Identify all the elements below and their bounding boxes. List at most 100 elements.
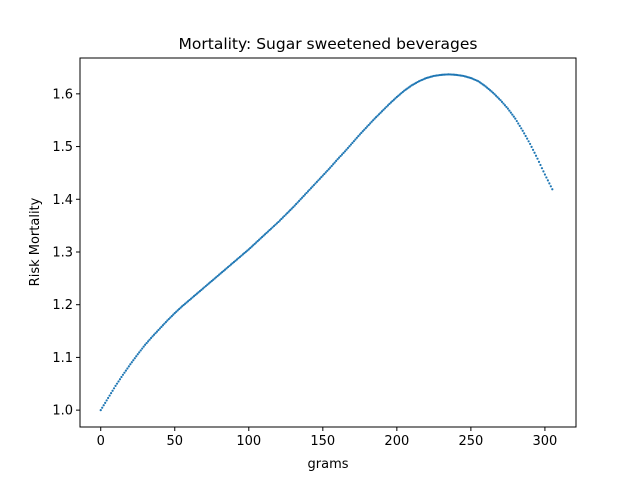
y-tick-label: 1.2	[52, 298, 73, 313]
data-point	[104, 401, 107, 404]
data-point	[338, 156, 341, 159]
data-point	[269, 227, 273, 230]
data-point	[534, 154, 538, 157]
data-point	[493, 93, 496, 96]
data-point	[158, 327, 162, 330]
data-point	[508, 109, 511, 112]
data-point	[185, 301, 188, 304]
data-point	[363, 128, 366, 131]
data-point	[497, 97, 501, 100]
data-point	[163, 322, 166, 325]
data-point	[336, 158, 339, 161]
data-point	[117, 380, 120, 383]
data-point	[210, 279, 213, 283]
data-point	[138, 351, 141, 354]
plot-frame	[79, 57, 577, 428]
data-point	[111, 389, 114, 392]
y-tick-label: 1.4	[52, 193, 73, 208]
x-tick-label: 300	[532, 434, 557, 449]
data-point	[268, 229, 271, 232]
data-point	[397, 94, 400, 97]
x-tick-label: 250	[458, 434, 483, 449]
data-point	[358, 133, 361, 136]
data-point	[160, 325, 163, 328]
data-point	[318, 177, 321, 180]
data-point	[517, 122, 520, 125]
data-point	[512, 115, 515, 118]
data-point	[133, 357, 136, 360]
data-point	[141, 347, 144, 350]
data-point	[121, 373, 125, 376]
data-point	[533, 151, 536, 154]
data-point	[306, 190, 310, 193]
data-point	[346, 146, 350, 150]
chart-title: Mortality: Sugar sweetened beverages	[179, 35, 478, 53]
data-point	[281, 216, 284, 219]
data-point	[388, 102, 391, 105]
data-point	[379, 111, 382, 114]
data-point	[188, 298, 191, 302]
data-point	[360, 131, 363, 134]
data-point	[290, 207, 293, 210]
data-point	[503, 104, 507, 107]
data-point	[265, 231, 268, 235]
data-point	[523, 132, 526, 135]
data-point	[494, 94, 498, 97]
data-point	[391, 100, 394, 103]
data-point	[129, 363, 132, 366]
data-point	[204, 284, 207, 288]
data-point	[377, 113, 381, 116]
data-point	[232, 260, 236, 264]
data-point	[348, 145, 351, 148]
data-point	[490, 90, 493, 93]
data-point	[166, 319, 169, 322]
data-point	[389, 101, 393, 104]
data-point	[175, 310, 178, 313]
data-point	[225, 267, 228, 270]
data-point	[182, 303, 185, 307]
data-point	[375, 116, 378, 119]
data-point	[203, 286, 206, 289]
data-point	[249, 246, 252, 250]
data-point	[298, 199, 301, 202]
data-point	[256, 240, 259, 243]
data-point	[275, 222, 279, 225]
data-point	[332, 163, 335, 166]
x-tick-label: 0	[97, 434, 105, 449]
data-point	[506, 107, 509, 110]
data-point	[201, 287, 204, 290]
data-point	[283, 214, 286, 218]
data-point	[292, 206, 295, 209]
data-point	[198, 290, 202, 293]
data-point	[530, 145, 533, 148]
data-point	[366, 125, 369, 128]
data-point	[179, 306, 182, 309]
data-point	[302, 195, 305, 198]
data-point	[169, 316, 172, 319]
data-point	[524, 134, 527, 138]
x-axis: 0 50 100 150 200 250 300	[97, 427, 557, 449]
data-point	[308, 188, 311, 191]
data-point	[262, 234, 265, 237]
data-point	[357, 135, 360, 138]
data-point	[520, 127, 523, 130]
data-point	[142, 345, 145, 348]
data-point	[243, 252, 246, 255]
data-point	[149, 336, 153, 340]
data-point	[145, 341, 148, 345]
data-point	[311, 185, 314, 188]
data-point	[222, 269, 225, 272]
data-point	[548, 182, 551, 185]
data-point	[189, 297, 193, 300]
data-point	[181, 305, 184, 308]
data-point	[118, 378, 122, 381]
data-point	[112, 387, 116, 390]
data-point	[124, 369, 127, 372]
data-point	[321, 174, 324, 177]
data-point	[293, 204, 296, 207]
data-point	[329, 166, 332, 169]
data-point	[531, 148, 535, 151]
data-point	[219, 272, 222, 275]
data-point	[130, 361, 133, 364]
